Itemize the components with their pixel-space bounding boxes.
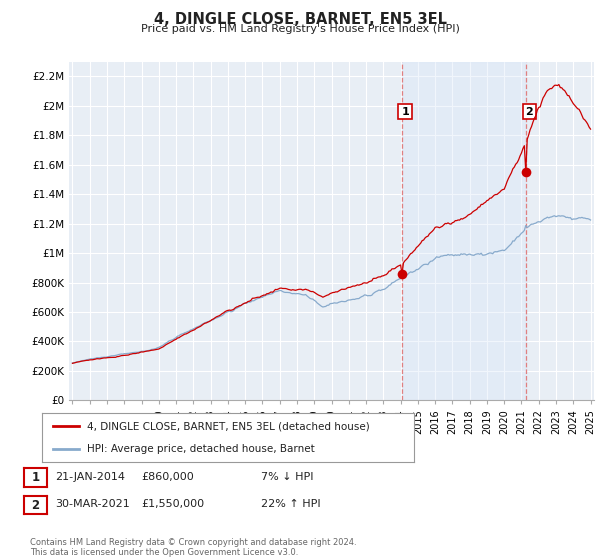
- Text: Price paid vs. HM Land Registry's House Price Index (HPI): Price paid vs. HM Land Registry's House …: [140, 24, 460, 34]
- Text: 1: 1: [401, 107, 409, 116]
- Text: 30-MAR-2021: 30-MAR-2021: [55, 499, 130, 509]
- Text: HPI: Average price, detached house, Barnet: HPI: Average price, detached house, Barn…: [86, 444, 314, 454]
- Text: 4, DINGLE CLOSE, BARNET, EN5 3EL: 4, DINGLE CLOSE, BARNET, EN5 3EL: [154, 12, 446, 27]
- Text: Contains HM Land Registry data © Crown copyright and database right 2024.
This d: Contains HM Land Registry data © Crown c…: [30, 538, 356, 557]
- Text: 21-JAN-2014: 21-JAN-2014: [55, 472, 125, 482]
- Text: 7% ↓ HPI: 7% ↓ HPI: [261, 472, 314, 482]
- Text: 1: 1: [31, 471, 40, 484]
- Bar: [401, 62, 526, 400]
- Text: 2: 2: [31, 498, 40, 512]
- Text: 4, DINGLE CLOSE, BARNET, EN5 3EL (detached house): 4, DINGLE CLOSE, BARNET, EN5 3EL (detach…: [86, 421, 370, 431]
- Text: 2: 2: [526, 107, 533, 116]
- Text: £860,000: £860,000: [141, 472, 194, 482]
- Text: £1,550,000: £1,550,000: [141, 499, 204, 509]
- Text: 22% ↑ HPI: 22% ↑ HPI: [261, 499, 320, 509]
